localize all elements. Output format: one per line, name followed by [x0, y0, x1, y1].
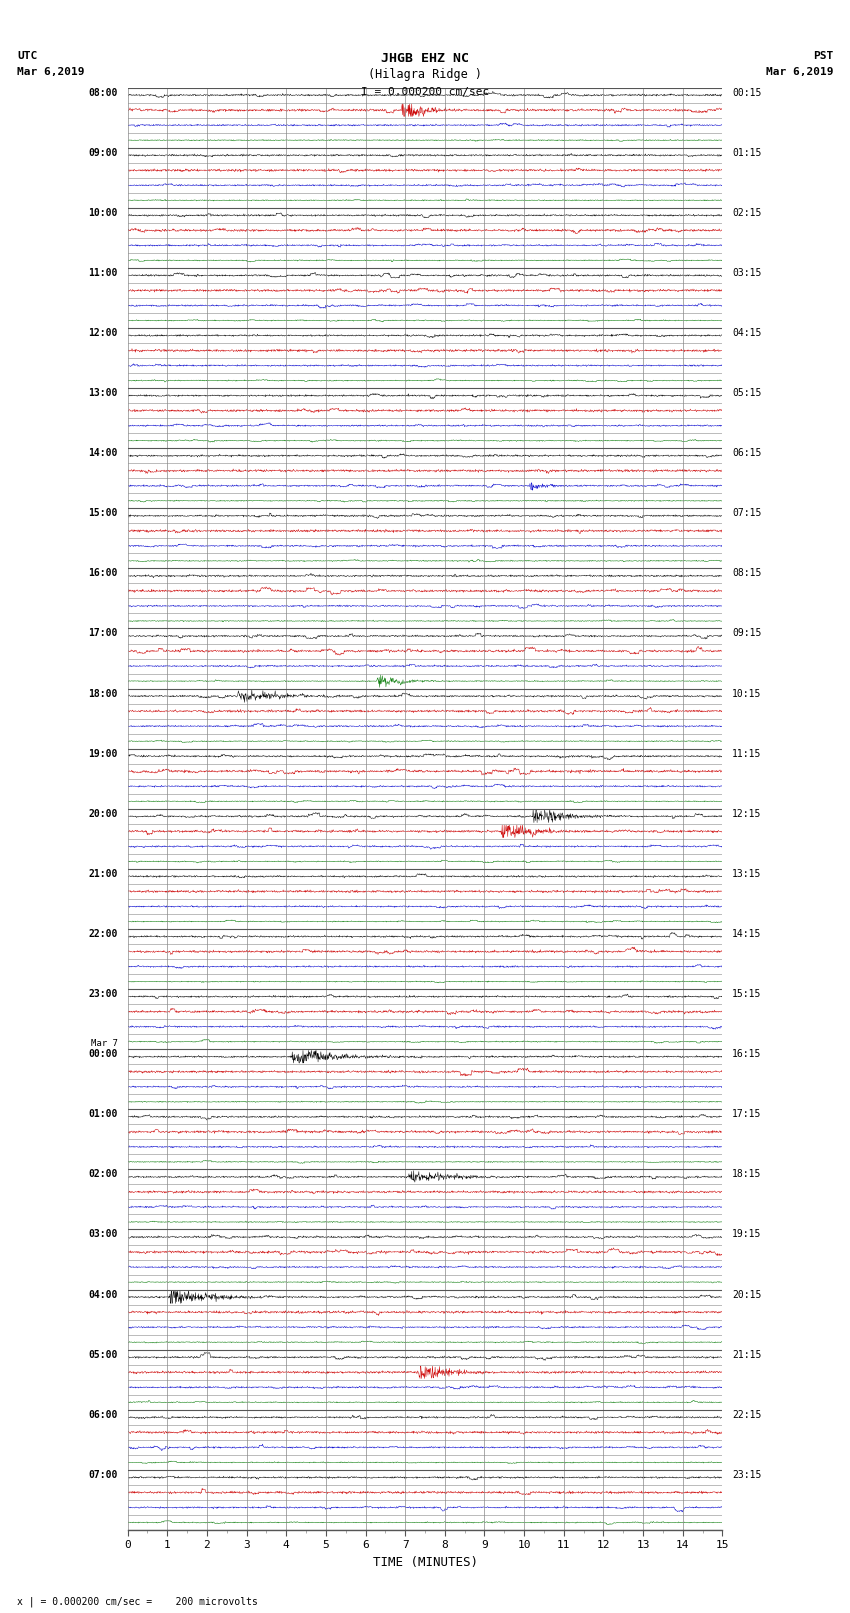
Text: x | = 0.000200 cm/sec =    200 microvolts: x | = 0.000200 cm/sec = 200 microvolts	[17, 1595, 258, 1607]
Text: 00:00: 00:00	[88, 1048, 117, 1060]
Text: 13:15: 13:15	[733, 869, 762, 879]
Text: 20:00: 20:00	[88, 808, 117, 819]
Text: 10:00: 10:00	[88, 208, 117, 218]
Text: Mar 6,2019: Mar 6,2019	[766, 68, 833, 77]
Text: 13:00: 13:00	[88, 389, 117, 398]
Text: 04:15: 04:15	[733, 327, 762, 339]
Text: 19:00: 19:00	[88, 748, 117, 758]
Text: 08:00: 08:00	[88, 87, 117, 97]
Text: 06:00: 06:00	[88, 1410, 117, 1419]
Text: 12:00: 12:00	[88, 327, 117, 339]
Text: 09:00: 09:00	[88, 148, 117, 158]
Text: 02:00: 02:00	[88, 1169, 117, 1179]
Text: 04:00: 04:00	[88, 1289, 117, 1300]
Text: 06:15: 06:15	[733, 448, 762, 458]
Text: 16:15: 16:15	[733, 1048, 762, 1060]
Text: Mar 6,2019: Mar 6,2019	[17, 68, 84, 77]
Text: 15:15: 15:15	[733, 989, 762, 998]
Text: 00:15: 00:15	[733, 87, 762, 97]
Text: 18:15: 18:15	[733, 1169, 762, 1179]
Text: PST: PST	[813, 52, 833, 61]
Text: 15:00: 15:00	[88, 508, 117, 518]
Text: 09:15: 09:15	[733, 629, 762, 639]
Text: JHGB EHZ NC: JHGB EHZ NC	[381, 52, 469, 65]
Text: 14:15: 14:15	[733, 929, 762, 939]
Text: 02:15: 02:15	[733, 208, 762, 218]
Text: 12:15: 12:15	[733, 808, 762, 819]
Text: 05:15: 05:15	[733, 389, 762, 398]
Text: 21:00: 21:00	[88, 869, 117, 879]
Text: 10:15: 10:15	[733, 689, 762, 698]
Text: I = 0.000200 cm/sec: I = 0.000200 cm/sec	[361, 87, 489, 97]
Text: 03:15: 03:15	[733, 268, 762, 277]
Text: 01:15: 01:15	[733, 148, 762, 158]
Text: 01:00: 01:00	[88, 1110, 117, 1119]
Text: 08:15: 08:15	[733, 568, 762, 579]
Text: 20:15: 20:15	[733, 1289, 762, 1300]
Text: (Hilagra Ridge ): (Hilagra Ridge )	[368, 68, 482, 81]
Text: 18:00: 18:00	[88, 689, 117, 698]
Text: 11:00: 11:00	[88, 268, 117, 277]
Text: Mar 7: Mar 7	[91, 1039, 117, 1048]
Text: 17:15: 17:15	[733, 1110, 762, 1119]
Text: 11:15: 11:15	[733, 748, 762, 758]
Text: 05:00: 05:00	[88, 1350, 117, 1360]
Text: 16:00: 16:00	[88, 568, 117, 579]
X-axis label: TIME (MINUTES): TIME (MINUTES)	[372, 1557, 478, 1569]
Text: 07:15: 07:15	[733, 508, 762, 518]
Text: 19:15: 19:15	[733, 1229, 762, 1239]
Text: 23:15: 23:15	[733, 1469, 762, 1479]
Text: 22:00: 22:00	[88, 929, 117, 939]
Text: 22:15: 22:15	[733, 1410, 762, 1419]
Text: 17:00: 17:00	[88, 629, 117, 639]
Text: 03:00: 03:00	[88, 1229, 117, 1239]
Text: 14:00: 14:00	[88, 448, 117, 458]
Text: 07:00: 07:00	[88, 1469, 117, 1479]
Text: 23:00: 23:00	[88, 989, 117, 998]
Text: 21:15: 21:15	[733, 1350, 762, 1360]
Text: UTC: UTC	[17, 52, 37, 61]
